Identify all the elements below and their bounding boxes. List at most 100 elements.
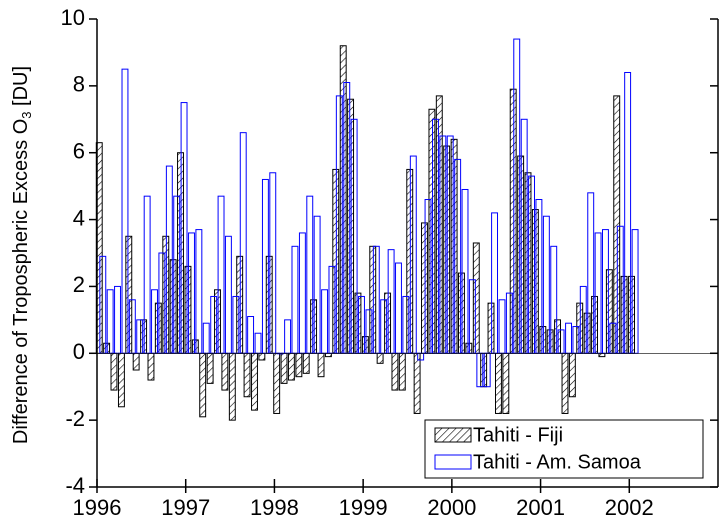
bar [295,352,303,378]
bar [228,352,236,421]
bar [206,352,214,384]
bar [605,269,613,354]
bar [395,262,402,354]
y-label-unit: [DU] [10,66,32,112]
bar [287,352,295,381]
bar [202,322,210,354]
bar [591,295,598,354]
bar [565,322,573,354]
bar [243,352,251,398]
bar [443,145,451,354]
y-tick-label: 6 [73,139,85,164]
x-tick-label: 1997 [161,495,210,520]
bar [583,312,591,354]
bar [376,352,384,364]
y-tick-label: 10 [61,5,85,30]
legend-label: Tahiti - Fiji [473,424,563,446]
bar [298,232,306,354]
bar [321,289,329,354]
bar [561,352,569,414]
bar [224,235,232,354]
bar [324,352,332,358]
bar [554,319,562,354]
bar [236,255,244,354]
bar [199,352,207,418]
bar [162,235,170,354]
bar [125,235,133,354]
y-axis-label: Difference of Tropospheric Excess O3 [DU… [10,66,34,444]
bar [546,329,554,354]
bar [480,352,488,388]
y-tick-label: 8 [73,72,85,97]
bar [265,255,273,354]
bar [147,352,155,381]
y-tick-label: -4 [65,473,85,498]
legend-label: Tahiti - Am. Samoa [473,451,642,473]
bar [195,229,203,354]
bar [251,352,258,411]
bar [398,352,406,391]
bar [332,168,340,354]
bar [154,302,162,354]
bar [495,352,502,414]
bar [339,45,347,354]
bar [221,352,229,391]
bar [465,342,473,354]
bar [280,352,288,384]
bar [517,155,525,354]
bar [169,259,177,354]
bar [502,352,510,414]
bar [598,352,606,358]
y-label-text: Difference of Tropospheric Excess O [10,119,32,444]
bar [354,292,362,354]
bar [384,292,392,354]
bar [413,352,421,414]
bar [273,352,281,414]
y-tick-label: 4 [73,205,85,230]
bar [620,275,628,354]
bar [458,272,465,354]
bar [391,352,399,391]
bar [254,332,262,354]
bar [576,302,584,354]
bar [284,319,292,354]
bar [177,152,184,354]
bar [361,336,369,354]
bar [347,98,355,354]
bar [302,352,310,374]
bar [435,95,443,354]
x-tick-label: 2000 [427,495,476,520]
bar [406,168,414,354]
x-tick-label: 1998 [250,495,299,520]
bar [509,88,517,354]
bar [191,339,199,354]
y-tick-label: -2 [65,406,85,431]
x-tick-label: 1999 [339,495,388,520]
x-tick-label: 2001 [516,495,565,520]
y-tick-label: 2 [73,272,85,297]
bar [110,352,118,391]
bar [117,352,125,408]
x-tick-label: 2002 [605,495,654,520]
y-label-sub: 3 [19,111,34,118]
x-tick-label: 1996 [73,495,122,520]
bar [487,302,495,354]
bar [291,245,299,354]
bar [539,326,547,354]
bar [114,285,121,354]
bar [140,319,148,354]
bar [247,316,255,354]
bar [613,95,621,354]
bar [317,352,325,378]
bar [103,342,111,354]
bar [498,299,506,354]
bar [524,172,532,354]
bar [568,352,576,398]
bar [214,289,221,354]
bar [428,108,436,354]
bar [184,265,192,354]
bar [258,352,266,361]
bar [628,275,635,354]
bar [531,209,539,354]
